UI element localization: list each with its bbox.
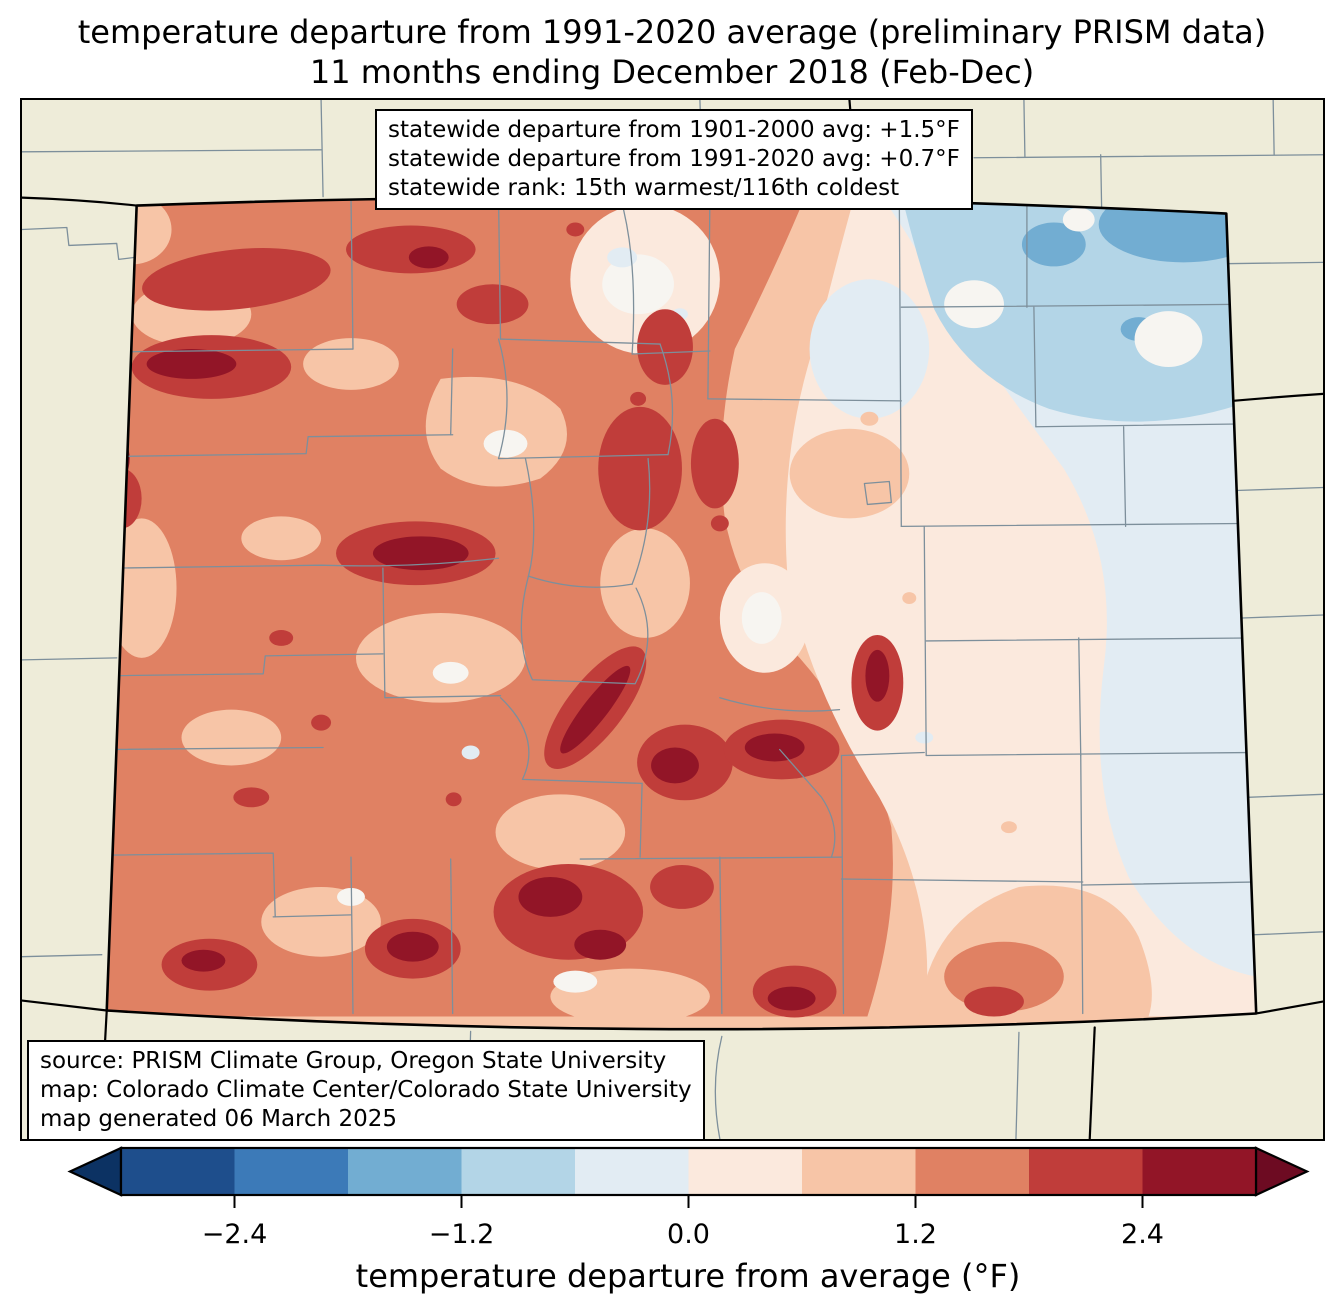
colorbar: −2.4 −1.2 0.0 1.2 2.4 temperature depart… — [67, 1146, 1310, 1295]
colorbar-tick-label: 1.2 — [894, 1219, 937, 1250]
colorbar-tick-label: 2.4 — [1121, 1219, 1164, 1250]
stat-line: statewide rank: 15th warmest/116th colde… — [388, 175, 900, 201]
title-line-1: temperature departure from 1991-2020 ave… — [77, 13, 1267, 51]
source-line: map: Colorado Climate Center/Colorado St… — [40, 1077, 692, 1103]
colorbar-tick-label: −1.2 — [429, 1219, 495, 1250]
stat-line: statewide departure from 1901-2000 avg: … — [388, 117, 960, 143]
colorbar-bar — [67, 1146, 1310, 1197]
figure-title: temperature departure from 1991-2020 ave… — [0, 12, 1344, 92]
colorbar-over-arrow — [1254, 1146, 1310, 1197]
colorbar-tick-label: −2.4 — [202, 1219, 268, 1250]
colorado-county-lines — [106, 197, 1257, 1015]
map-axes: statewide departure from 1901-2000 avg: … — [20, 98, 1325, 1141]
colorbar-axis-label: temperature departure from average (°F) — [356, 1257, 1021, 1295]
colorado-temperature-map — [22, 100, 1323, 1139]
title-line-2: 11 months ending December 2018 (Feb-Dec) — [309, 53, 1035, 91]
colorbar-ticks: −2.4 −1.2 0.0 1.2 2.4 — [202, 1195, 1164, 1250]
source-attribution-box: source: PRISM Climate Group, Oregon Stat… — [27, 1040, 705, 1141]
temperature-anomaly-field — [106, 197, 1257, 1030]
colorbar-under-arrow — [67, 1146, 123, 1197]
source-line: map generated 06 March 2025 — [40, 1106, 398, 1132]
colorbar-tick-label: 0.0 — [667, 1219, 710, 1250]
warm-west-region — [106, 197, 893, 1017]
stat-line: statewide departure from 1991-2020 avg: … — [388, 146, 960, 172]
source-line: source: PRISM Climate Group, Oregon Stat… — [40, 1048, 667, 1074]
statewide-stats-box: statewide departure from 1901-2000 avg: … — [375, 109, 973, 210]
